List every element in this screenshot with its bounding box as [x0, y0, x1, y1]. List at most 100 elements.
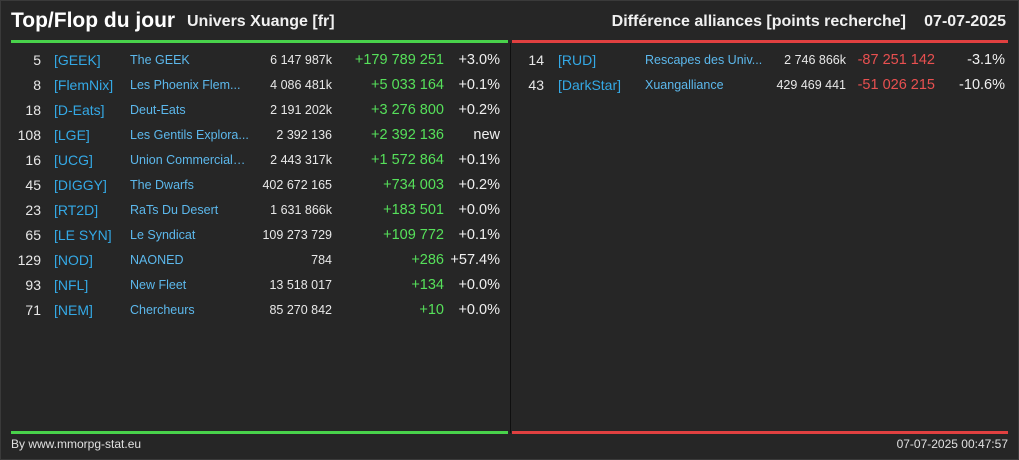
- top-footer-bar: [11, 431, 508, 434]
- points: 784: [311, 253, 332, 267]
- rank: 108: [17, 127, 41, 143]
- alliance-name-link[interactable]: The Dwarfs: [130, 178, 194, 192]
- difference: +183 501: [383, 202, 444, 218]
- alliance-name-link[interactable]: Chercheurs: [130, 303, 195, 317]
- points: 6 147 987k: [270, 53, 332, 67]
- difference: +2 392 136: [371, 127, 444, 143]
- points: 2 443 317k: [270, 153, 332, 167]
- alliance-tag-link[interactable]: [RUD]: [558, 52, 597, 68]
- alliance-name-link[interactable]: RaTs Du Desert: [130, 203, 219, 217]
- points: 402 672 165: [262, 178, 332, 192]
- table-row: 23 [RT2D] RaTs Du Desert 1 631 866k +183…: [1, 198, 509, 223]
- category-label: Différence alliances [points recherche]: [611, 13, 906, 30]
- points: 85 270 842: [269, 303, 332, 317]
- rank: 43: [528, 77, 544, 93]
- alliance-tag-link[interactable]: [NEM]: [54, 302, 93, 318]
- points: 2 191 202k: [270, 103, 332, 117]
- alliance-tag-link[interactable]: [NOD]: [54, 252, 93, 268]
- table-row: 8 [FlemNix] Les Phoenix Flem... 4 086 48…: [1, 73, 509, 98]
- alliance-name-link[interactable]: NAONED: [130, 253, 184, 267]
- table-row: 129 [NOD] NAONED 784 +286 +57.4%: [1, 248, 509, 273]
- difference: +1 572 864: [371, 152, 444, 168]
- percent-change: new: [473, 127, 500, 143]
- difference: +179 789 251: [354, 52, 444, 68]
- difference: +5 033 164: [371, 77, 444, 93]
- points: 1 631 866k: [270, 203, 332, 217]
- alliance-name-link[interactable]: Les Phoenix Flem...: [130, 78, 241, 92]
- credit-link[interactable]: By www.mmorpg-stat.eu: [11, 437, 142, 451]
- alliance-name-link[interactable]: Le Syndicat: [130, 228, 196, 242]
- table-row: 18 [D-Eats] Deut-Eats 2 191 202k +3 276 …: [1, 98, 509, 123]
- points: 429 469 441: [776, 78, 846, 92]
- flop-header-bar: [512, 40, 1008, 43]
- alliance-tag-link[interactable]: [NFL]: [54, 277, 89, 293]
- points: 4 086 481k: [270, 78, 332, 92]
- percent-change: +0.2%: [458, 177, 500, 193]
- percent-change: +0.2%: [458, 102, 500, 118]
- rank: 5: [33, 52, 41, 68]
- rank: 8: [33, 77, 41, 93]
- alliance-name-link[interactable]: Xuangalliance: [645, 78, 724, 92]
- top-table: 5 [GEEK] The GEEK 6 147 987k +179 789 25…: [1, 48, 509, 323]
- alliance-name-link[interactable]: Rescapes des Univ...: [645, 53, 763, 67]
- table-row: 45 [DIGGY] The Dwarfs 402 672 165 +734 0…: [1, 173, 509, 198]
- difference: -51 026 215: [857, 77, 935, 93]
- percent-change: +0.0%: [458, 277, 500, 293]
- percent-change: +0.0%: [458, 202, 500, 218]
- difference: +10: [419, 302, 444, 318]
- column-divider: [510, 43, 511, 433]
- table-row: 5 [GEEK] The GEEK 6 147 987k +179 789 25…: [1, 48, 509, 73]
- alliance-name-link[interactable]: Union Commerciale...: [130, 153, 250, 167]
- alliance-name-link[interactable]: The GEEK: [130, 53, 190, 67]
- alliance-tag-link[interactable]: [UCG]: [54, 152, 93, 168]
- table-row: 65 [LE SYN] Le Syndicat 109 273 729 +109…: [1, 223, 509, 248]
- percent-change: +0.1%: [458, 152, 500, 168]
- table-row: 108 [LGE] Les Gentils Explora... 2 392 1…: [1, 123, 509, 148]
- difference: +134: [411, 277, 444, 293]
- alliance-tag-link[interactable]: [GEEK]: [54, 52, 101, 68]
- alliance-tag-link[interactable]: [DarkStar]: [558, 77, 622, 93]
- difference: +109 772: [383, 227, 444, 243]
- rank: 23: [25, 202, 41, 218]
- alliance-name-link[interactable]: Les Gentils Explora...: [130, 128, 249, 142]
- rank: 14: [528, 52, 544, 68]
- alliance-tag-link[interactable]: [LE SYN]: [54, 227, 112, 243]
- alliance-tag-link[interactable]: [RT2D]: [54, 202, 99, 218]
- alliance-tag-link[interactable]: [D-Eats]: [54, 102, 105, 118]
- rank: 16: [25, 152, 41, 168]
- points: 13 518 017: [269, 278, 332, 292]
- rank: 71: [25, 302, 41, 318]
- table-row: 71 [NEM] Chercheurs 85 270 842 +10 +0.0%: [1, 298, 509, 323]
- top-header-bar: [11, 40, 508, 43]
- rank: 18: [25, 102, 41, 118]
- difference: +734 003: [383, 177, 444, 193]
- rank: 129: [17, 252, 41, 268]
- percent-change: -3.1%: [967, 52, 1005, 68]
- percent-change: +0.1%: [458, 227, 500, 243]
- difference: +3 276 800: [371, 102, 444, 118]
- percent-change: +0.0%: [458, 302, 500, 318]
- percent-change: +3.0%: [458, 52, 500, 68]
- percent-change: -10.6%: [959, 77, 1005, 93]
- alliance-tag-link[interactable]: [FlemNix]: [54, 77, 114, 93]
- alliance-name-link[interactable]: Deut-Eats: [130, 103, 186, 117]
- table-row: 14 [RUD] Rescapes des Univ... 2 746 866k…: [512, 48, 1008, 73]
- flop-footer-bar: [512, 431, 1008, 434]
- date-label: 07-07-2025: [924, 13, 1006, 30]
- flop-table: 14 [RUD] Rescapes des Univ... 2 746 866k…: [512, 48, 1008, 98]
- percent-change: +57.4%: [450, 252, 500, 268]
- page-title: Top/Flop du jour: [11, 9, 176, 32]
- table-row: 16 [UCG] Union Commerciale... 2 443 317k…: [1, 148, 509, 173]
- rank: 65: [25, 227, 41, 243]
- table-row: 43 [DarkStar] Xuangalliance 429 469 441 …: [512, 73, 1008, 98]
- difference: +286: [411, 252, 444, 268]
- points: 2 392 136: [276, 128, 332, 142]
- universe-label: Univers Xuange [fr]: [187, 13, 335, 30]
- generated-timestamp: 07-07-2025 00:47:57: [896, 437, 1008, 451]
- points: 2 746 866k: [784, 53, 846, 67]
- alliance-tag-link[interactable]: [LGE]: [54, 127, 90, 143]
- difference: -87 251 142: [857, 52, 935, 68]
- alliance-name-link[interactable]: New Fleet: [130, 278, 187, 292]
- alliance-tag-link[interactable]: [DIGGY]: [54, 177, 107, 193]
